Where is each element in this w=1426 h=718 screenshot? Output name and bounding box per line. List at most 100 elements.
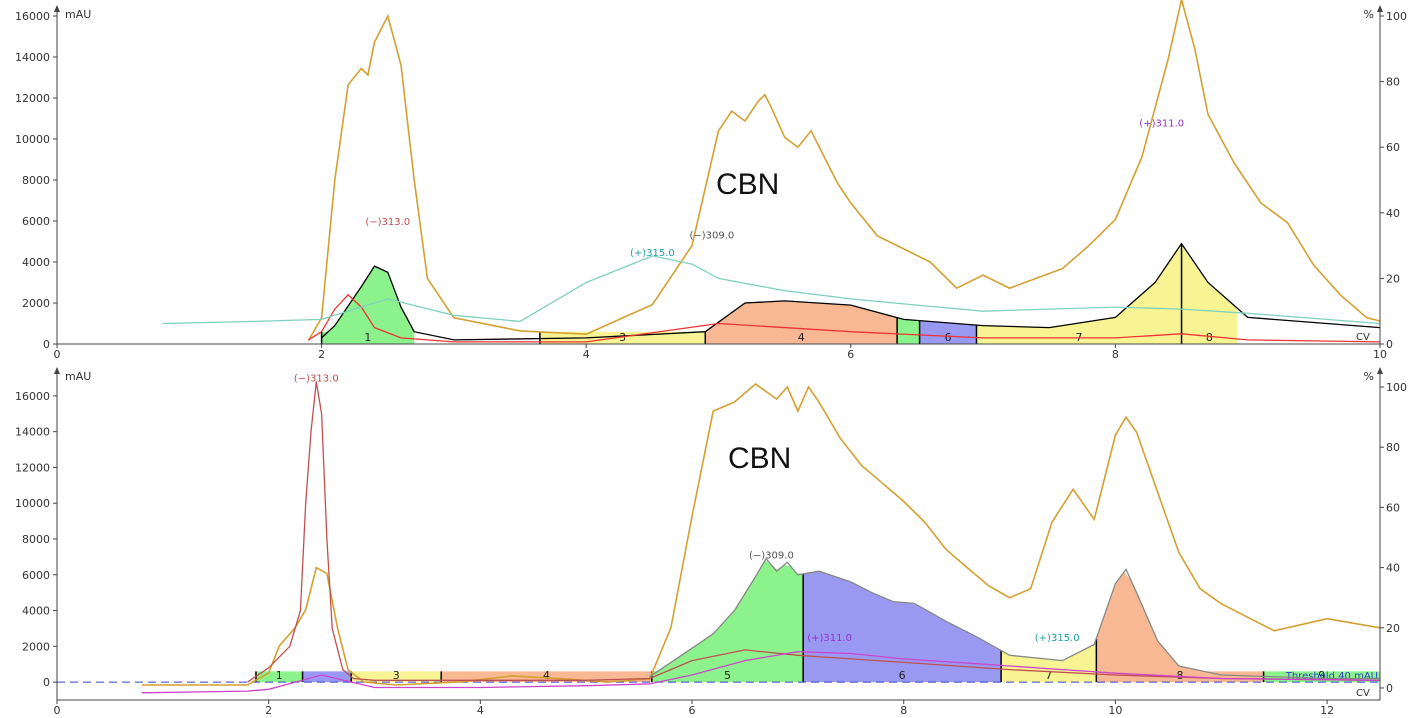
fraction-label: 3: [393, 669, 400, 682]
peak-label: (+)315.0: [1035, 633, 1080, 644]
fraction-fill-3: [705, 301, 898, 344]
y-tick-label-left: 4000: [22, 605, 50, 618]
fraction-fill-6: [803, 571, 1002, 683]
y-tick-label-right: 80: [1386, 76, 1400, 89]
fraction-label: 3: [619, 331, 626, 344]
y-tick-label-left: 2000: [22, 297, 50, 310]
series-line-1: [141, 382, 1381, 686]
y-axis-left-arrow: [54, 5, 60, 12]
y-tick-label-left: 16000: [15, 390, 50, 403]
peak-label: (+)311.0: [1139, 119, 1184, 130]
fraction-fill-7: [1001, 638, 1097, 683]
fraction-label: 5: [724, 669, 731, 682]
y-tick-label-left: 14000: [15, 426, 50, 439]
y-tick-label-left: 0: [43, 676, 50, 689]
peak-label: (−)309.0: [689, 230, 734, 241]
chart-panel-1: 1 3 4 6 7 80200040006000800010000120001400016…: [15, 0, 1407, 361]
x-tick-label: 8: [1112, 348, 1119, 361]
fraction-label: 8: [1206, 331, 1213, 344]
series-line-2: [321, 242, 1381, 341]
y-tick-label-left: 6000: [22, 569, 50, 582]
y-tick-label-right: 80: [1386, 441, 1400, 454]
fraction-fill-7: [1181, 243, 1238, 344]
fraction-fill-4: [897, 317, 920, 344]
x-tick-label: 4: [583, 348, 590, 361]
annotation-cbn: CBN: [728, 442, 791, 475]
y-tick-label-left: 0: [43, 338, 50, 351]
x-tick-label: 0: [54, 348, 61, 361]
y-unit-right: %: [1364, 370, 1374, 383]
y-tick-label-right: 0: [1386, 682, 1393, 695]
y-tick-label-left: 16000: [15, 10, 50, 23]
fraction-label: 8: [1176, 669, 1183, 682]
threshold-label: Threshold 40 mAU: [1285, 671, 1378, 682]
series-line-3: [649, 557, 1380, 680]
y-unit-left: mAU: [65, 370, 91, 383]
x-tick-label: 10: [1373, 348, 1387, 361]
fraction-fill-8: [1096, 571, 1264, 683]
annotation-cbn: CBN: [716, 168, 779, 201]
peak-label: (−)309.0: [749, 551, 794, 562]
y-tick-label-left: 14000: [15, 51, 50, 64]
y-tick-label-right: 60: [1386, 501, 1400, 514]
y-unit-right: %: [1364, 8, 1374, 21]
x-tick-label: 8: [900, 704, 907, 714]
y-axis-left-arrow: [54, 367, 60, 374]
fraction-label: 6: [899, 669, 906, 682]
fraction-label: 1: [364, 331, 371, 344]
x-tick-label: 2: [318, 348, 325, 361]
fraction-label: 4: [543, 669, 550, 682]
series-line-3: [308, 293, 1381, 343]
y-tick-label-left: 12000: [15, 92, 50, 105]
series-line-2: [247, 381, 1381, 683]
fraction-fill-6: [976, 243, 1182, 344]
y-tick-label-left: 12000: [15, 461, 50, 474]
x-tick-label: 6: [847, 348, 854, 361]
y-axis-right-arrow: [1377, 5, 1383, 12]
y-tick-label-left: 4000: [22, 256, 50, 269]
y-tick-label-right: 40: [1386, 562, 1400, 575]
peak-label: (−)313.0: [365, 217, 410, 228]
y-tick-label-left: 2000: [22, 640, 50, 653]
fraction-fill-2: [539, 331, 706, 344]
x-tick-label: 2: [265, 704, 272, 714]
x-tick-label: 10: [1108, 704, 1122, 714]
fraction-fill-5: [919, 320, 977, 344]
y-tick-label-right: 100: [1386, 10, 1407, 23]
y-tick-label-left: 6000: [22, 215, 50, 228]
fraction-label: 1: [276, 669, 283, 682]
series-line-1: [307, 0, 1381, 342]
y-tick-label-right: 40: [1386, 207, 1400, 220]
x-unit: CV: [1356, 332, 1370, 343]
y-axis-right-arrow: [1377, 367, 1383, 374]
x-tick-label: 0: [54, 704, 61, 714]
y-tick-label-left: 10000: [15, 133, 50, 146]
y-tick-label-left: 10000: [15, 497, 50, 510]
x-tick-label: 6: [689, 704, 696, 714]
y-tick-label-right: 60: [1386, 141, 1400, 154]
x-tick-label: 4: [477, 704, 484, 714]
peak-label: (+)315.0: [630, 248, 675, 259]
fraction-label: 7: [1045, 669, 1052, 682]
y-tick-label-right: 20: [1386, 622, 1400, 635]
fraction-label: 4: [798, 331, 805, 344]
peak-label: (−)313.0: [294, 374, 339, 385]
series-line-4: [162, 255, 1381, 325]
y-tick-label-right: 0: [1386, 338, 1393, 351]
y-tick-label-left: 8000: [22, 533, 50, 546]
fraction-label: 6: [945, 331, 952, 344]
y-unit-left: mAU: [65, 8, 91, 21]
y-tick-label-right: 20: [1386, 272, 1400, 285]
peak-label: (+)311.0: [807, 633, 852, 644]
x-unit: CV: [1356, 688, 1370, 699]
x-tick-label: 12: [1320, 704, 1334, 714]
fraction-fill-5: [651, 560, 804, 683]
fraction-label: 9: [1318, 669, 1325, 682]
y-tick-label-right: 100: [1386, 381, 1407, 394]
fraction-fill-3: [351, 671, 442, 683]
series-line-4: [141, 651, 1381, 694]
y-tick-label-left: 8000: [22, 174, 50, 187]
